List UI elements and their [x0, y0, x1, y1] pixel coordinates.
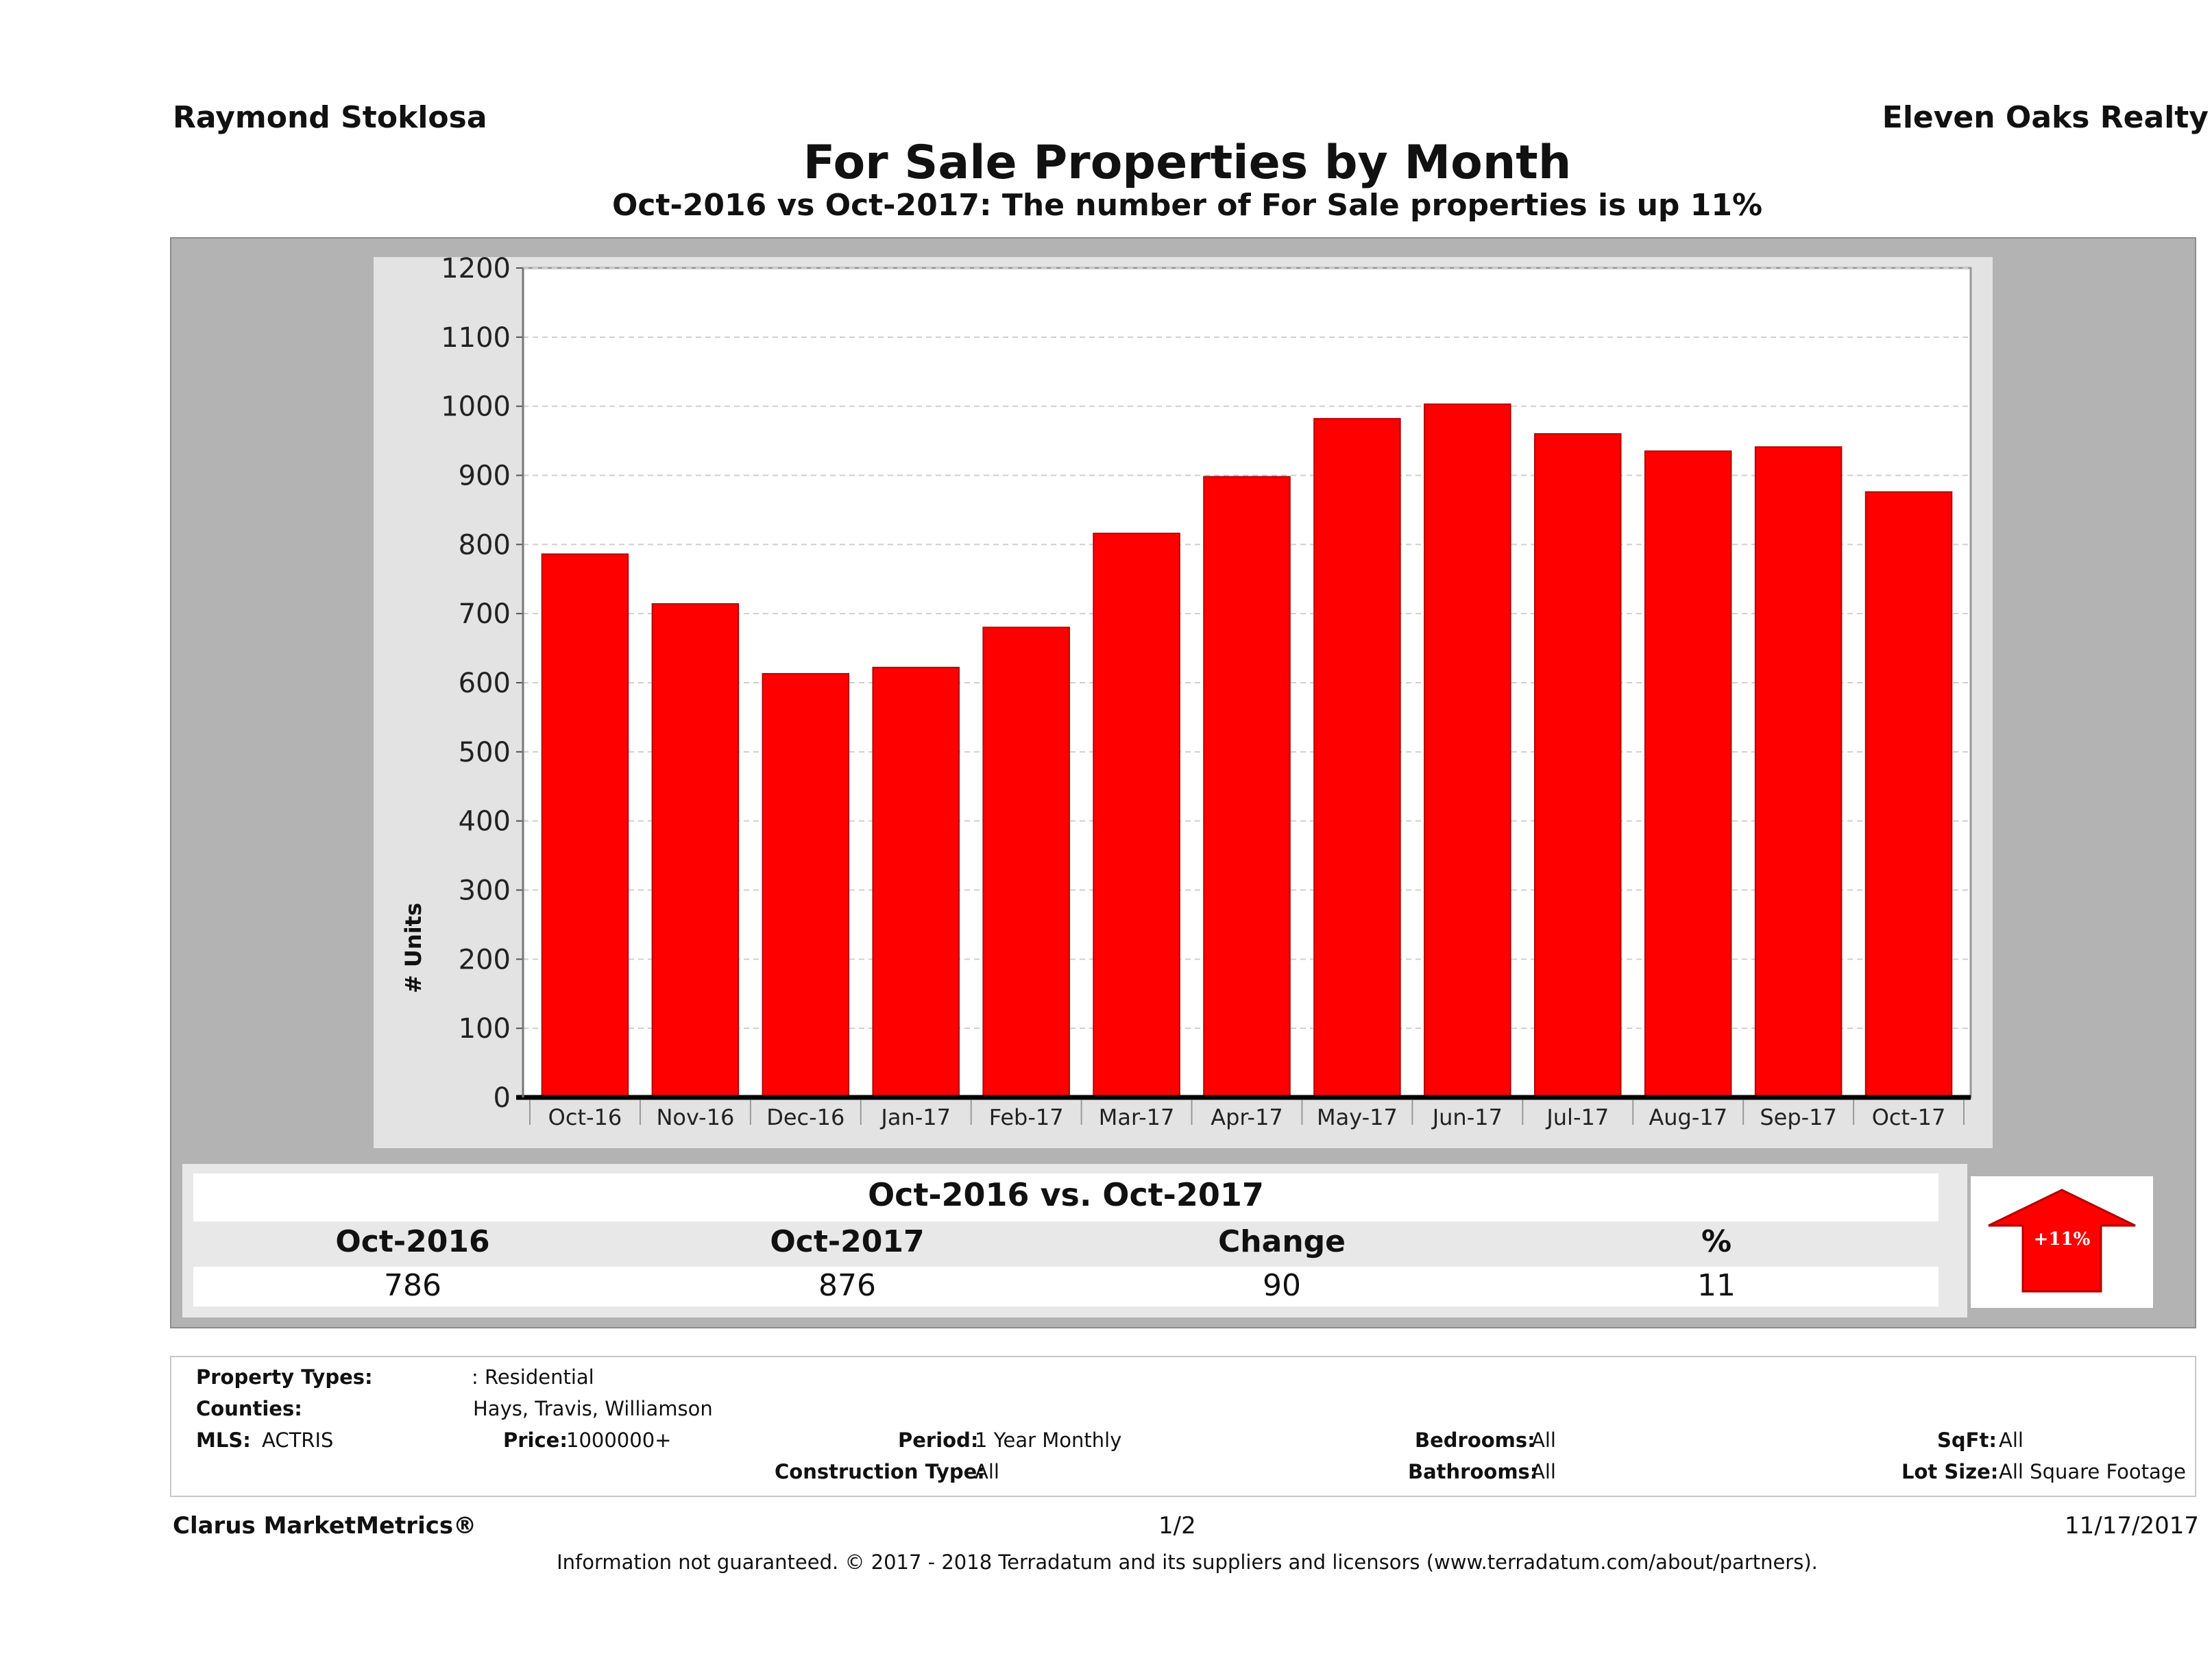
bar [541, 553, 629, 1098]
bar [982, 627, 1070, 1098]
summary-title-band [193, 1174, 1938, 1221]
bathrooms-label: Bathrooms: [1408, 1460, 1538, 1483]
bar [872, 666, 960, 1098]
up-arrow-icon: +11% [1988, 1189, 2136, 1293]
y-tick-label: 0 [494, 1082, 511, 1114]
bar [1093, 533, 1180, 1098]
x-tick-label: Feb-17 [989, 1104, 1064, 1130]
x-tick-label: Jun-17 [1431, 1104, 1503, 1130]
summary-value-percent: 11 [1697, 1268, 1736, 1303]
chart-subtitle: Oct-2016 vs Oct-2017: The number of For … [611, 188, 1763, 223]
y-tick-label: 700 [459, 598, 511, 630]
summary-header-oct-2016: Oct-2016 [335, 1224, 490, 1259]
x-tick-label: Dec-16 [766, 1104, 844, 1130]
change-badge-label: +11% [2034, 1229, 2091, 1250]
bar [651, 603, 740, 1098]
period-value: 1 Year Monthly [975, 1428, 1122, 1452]
search-criteria [170, 1356, 2196, 1497]
counties-value: Hays, Travis, Williamson [473, 1397, 713, 1420]
disclaimer: Information not guaranteed. © 2017 - 201… [557, 1551, 1818, 1574]
bar [1313, 417, 1401, 1099]
lot-size-label: Lot Size: [1901, 1460, 1999, 1483]
price-label: Price: [503, 1428, 568, 1452]
x-tick-label: Jul-17 [1545, 1104, 1609, 1130]
summary-header-oct-2017: Oct-2017 [770, 1224, 925, 1259]
bar [1754, 446, 1843, 1098]
brokerage-name: Eleven Oaks Realty [1882, 100, 2209, 135]
y-tick-label: 600 [459, 668, 511, 699]
x-tick-label: Jan-17 [879, 1104, 951, 1130]
x-tick-label: Mar-17 [1099, 1104, 1175, 1130]
bar [1644, 450, 1732, 1099]
sqft-value: All [1999, 1428, 2023, 1452]
mls-value: ACTRIS [262, 1428, 334, 1452]
bar [1864, 491, 1953, 1098]
chart-title: For Sale Properties by Month [803, 136, 1572, 190]
construction-type-value: All [975, 1460, 999, 1483]
page-number: 1/2 [1158, 1512, 1196, 1540]
bar [1424, 403, 1511, 1098]
bedrooms-label: Bedrooms: [1415, 1428, 1535, 1452]
y-tick-label: 1000 [441, 391, 511, 423]
agent-name: Raymond Stoklosa [173, 100, 487, 135]
footer-brand: Clarus MarketMetrics® [173, 1512, 477, 1540]
lot-size-value: All Square Footage [1999, 1460, 2187, 1483]
period-label: Period: [898, 1428, 979, 1452]
y-tick-label: 200 [459, 944, 511, 975]
y-axis-label: # Units [400, 903, 426, 993]
bar [1534, 433, 1622, 1098]
y-tick-label: 1100 [441, 322, 511, 354]
mls-label: MLS: [196, 1428, 251, 1452]
y-tick-label: 1200 [441, 257, 511, 284]
x-tick-label: Nov-16 [656, 1104, 734, 1130]
summary-title: Oct-2016 vs. Oct-2017 [868, 1176, 1264, 1213]
y-tick-label: 800 [459, 529, 511, 561]
x-tick-label: Sep-17 [1760, 1104, 1837, 1130]
construction-type-label: Construction Type: [775, 1460, 985, 1483]
y-tick-label: 900 [459, 461, 511, 492]
sqft-label: SqFt: [1937, 1428, 1997, 1452]
change-badge: +11% [1971, 1176, 2153, 1308]
summary-value-oct-2016: 786 [384, 1268, 441, 1303]
x-tick-label: Aug-17 [1649, 1104, 1727, 1130]
bar [762, 672, 850, 1098]
y-tick-label: 400 [459, 806, 511, 838]
x-tick-label: May-17 [1317, 1104, 1398, 1130]
summary-header-percent: % [1701, 1224, 1732, 1259]
bedrooms-value: All [1531, 1428, 1556, 1452]
bar [1203, 476, 1291, 1098]
x-tick-label: Oct-16 [548, 1104, 622, 1130]
property-types-label: Property Types: [196, 1365, 373, 1389]
bar-chart: # Units 0 100 200 300 400 500 600 700 800 900 1000… [400, 257, 1972, 1130]
summary-value-change: 90 [1263, 1268, 1301, 1303]
report-date: 11/17/2017 [2065, 1512, 2199, 1540]
y-tick-label: 500 [459, 737, 511, 768]
price-value: 1000000+ [566, 1428, 672, 1452]
property-types-value: : Residential [472, 1365, 594, 1389]
y-tick-label: 100 [459, 1013, 511, 1045]
x-tick-label: Apr-17 [1211, 1104, 1283, 1130]
bathrooms-value: All [1531, 1460, 1556, 1483]
x-tick-label: Oct-17 [1872, 1104, 1946, 1130]
counties-label: Counties: [196, 1397, 302, 1420]
summary-value-band [193, 1267, 1938, 1306]
summary-header-change: Change [1218, 1224, 1346, 1259]
summary-value-oct-2017: 876 [818, 1268, 876, 1303]
y-tick-label: 300 [459, 875, 511, 907]
